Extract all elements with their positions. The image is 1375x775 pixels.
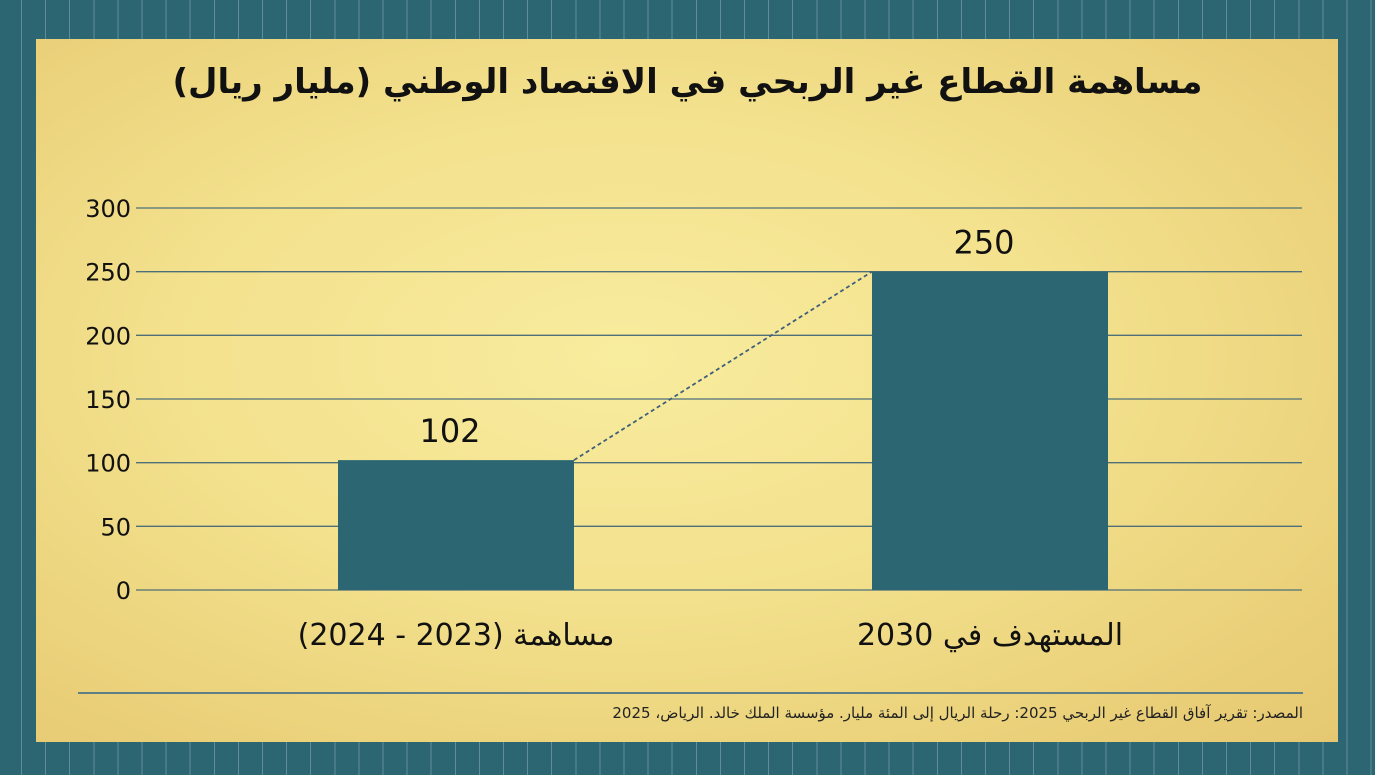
trend-line bbox=[573, 270, 873, 461]
x-axis-label: مساهمة (2023 - 2024) bbox=[298, 618, 615, 653]
x-axis-labels: مساهمة (2023 - 2024) المستهدف في 2030 bbox=[298, 618, 1123, 653]
x-axis-label: المستهدف في 2030 bbox=[857, 618, 1123, 653]
data-label: 102 bbox=[419, 412, 480, 450]
y-tick-label: 150 bbox=[85, 386, 131, 414]
bar bbox=[872, 271, 1108, 590]
chart-card bbox=[36, 39, 1338, 742]
data-label: 250 bbox=[953, 224, 1014, 262]
y-tick-label: 0 bbox=[116, 577, 131, 605]
y-tick-label: 100 bbox=[85, 450, 131, 478]
chart-title: مساهمة القطاع غير الربحي في الاقتصاد الو… bbox=[172, 62, 1203, 102]
source-divider bbox=[78, 692, 1303, 694]
data-labels: 102 250 bbox=[419, 224, 1014, 450]
bar bbox=[338, 460, 574, 590]
gridlines bbox=[136, 207, 1302, 591]
y-tick-label: 300 bbox=[85, 195, 131, 223]
y-tick-label: 250 bbox=[85, 259, 131, 287]
y-axis-ticks: 0 50 100 150 200 250 300 bbox=[85, 195, 131, 605]
trend-line-segment bbox=[573, 270, 873, 461]
source-note: المصدر: تقرير آفاق القطاع غير الربحي 202… bbox=[612, 704, 1303, 722]
bars bbox=[338, 271, 1108, 590]
y-tick-label: 200 bbox=[85, 322, 131, 350]
y-tick-label: 50 bbox=[100, 513, 131, 541]
